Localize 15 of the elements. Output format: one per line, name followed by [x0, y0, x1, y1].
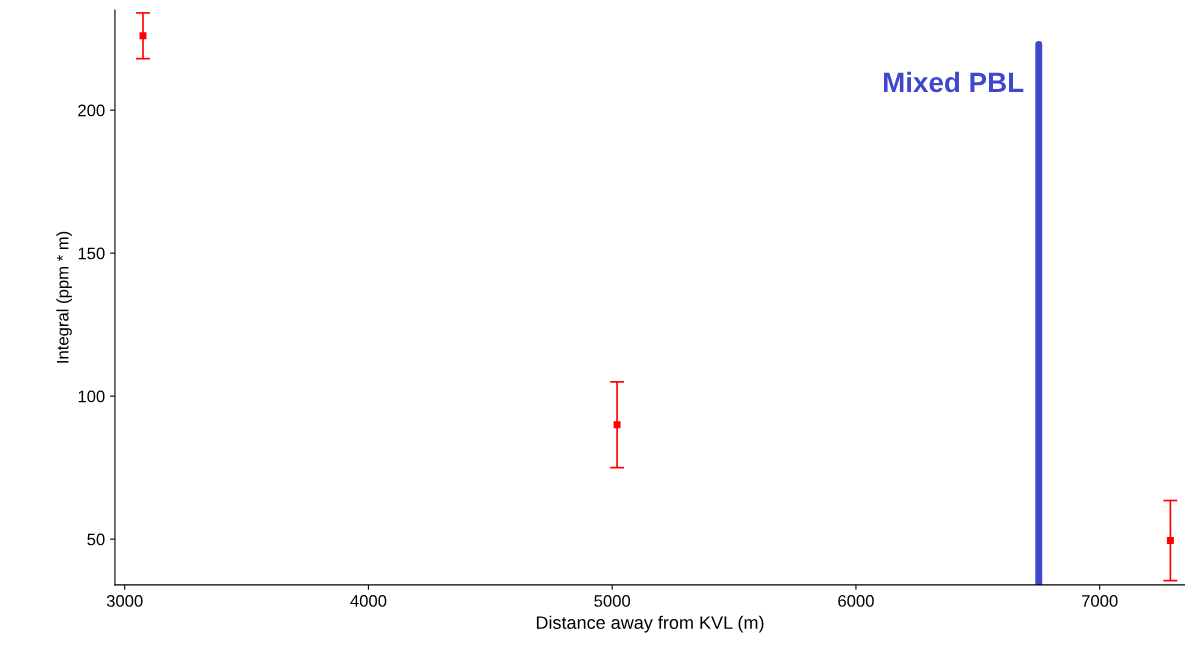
x-tick-label: 3000: [106, 595, 143, 607]
y-tick-label: 100: [78, 390, 105, 403]
point: [139, 32, 147, 40]
y-axis-title: Integral (ppm * m): [56, 231, 72, 363]
x-tick-label: 7000: [1082, 595, 1118, 607]
y-tick-label: 50: [87, 533, 105, 546]
ref-line-label: Mixed PBL: [884, 71, 1024, 93]
x-tick-label: 4000: [350, 595, 387, 607]
x-axis-title: Distance away from KVL (m): [536, 615, 764, 633]
point: [1166, 537, 1174, 545]
x-tick-label: 5000: [594, 595, 631, 607]
y-tick-label: 200: [78, 104, 105, 117]
x-tick-label: 6000: [838, 595, 874, 607]
point: [613, 421, 621, 429]
y-tick-label: 150: [78, 247, 105, 260]
